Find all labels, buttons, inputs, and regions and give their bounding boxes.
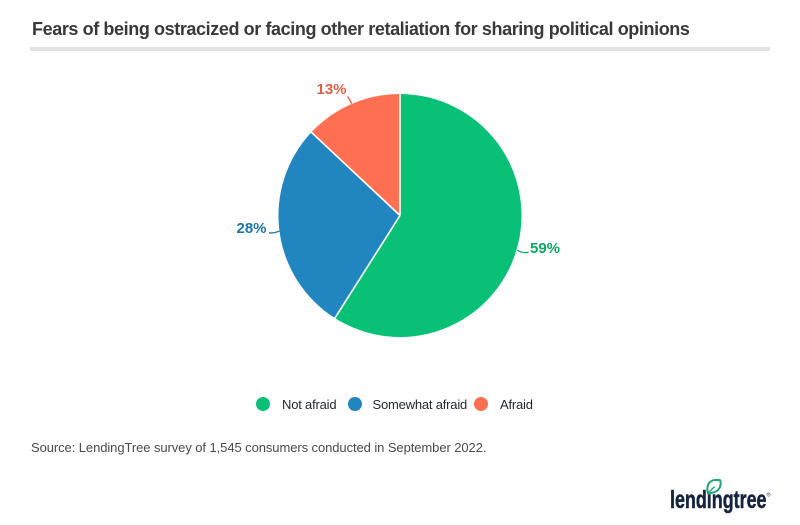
svg-text:®: ® [767,492,771,499]
